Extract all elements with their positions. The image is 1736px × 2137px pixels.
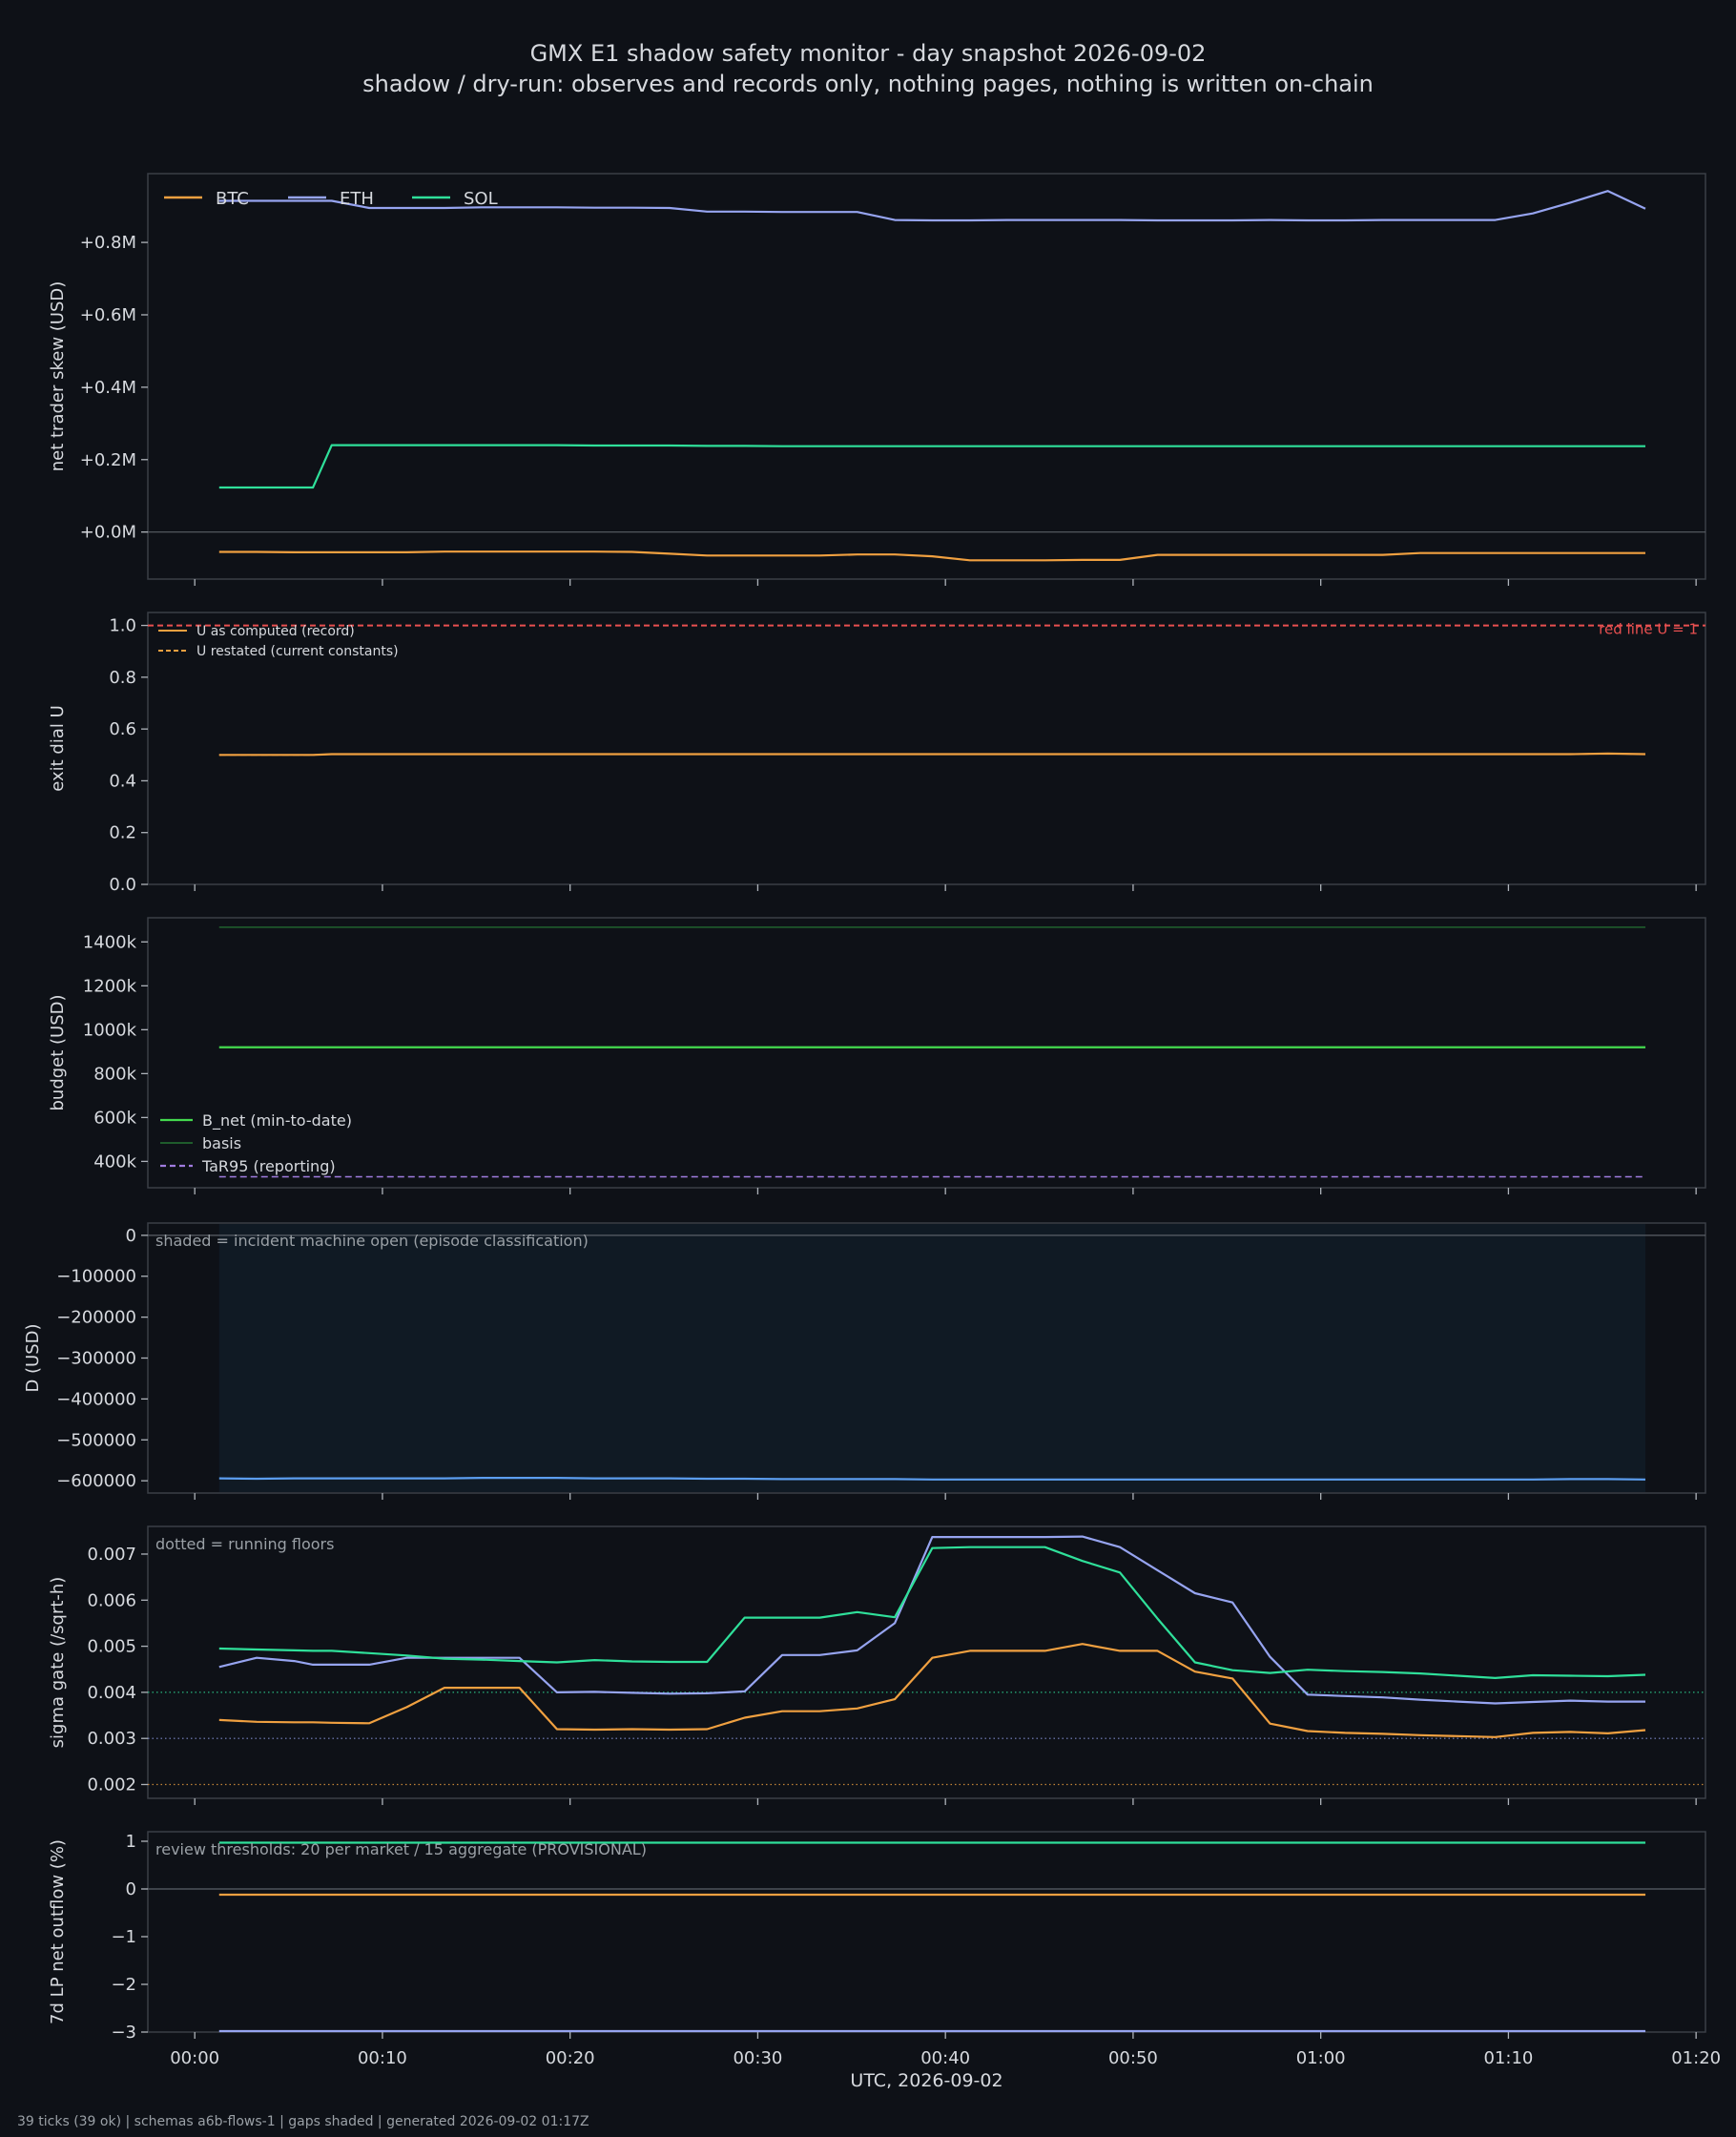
y-axis-label: exit dial U <box>48 705 68 792</box>
y-tick-label: +0.2M <box>80 450 136 470</box>
series-line-u-restated-current-constants- <box>218 753 1646 757</box>
legend-label: ETH <box>340 189 374 209</box>
series-line-btc <box>218 1643 1646 1738</box>
x-tick-label: 00:30 <box>733 2048 782 2068</box>
y-tick-label: 0.002 <box>87 1775 136 1795</box>
series-line-sol <box>218 1546 1646 1679</box>
y-tick-label: −200000 <box>56 1308 136 1328</box>
y-tick-label: 0 <box>126 1879 136 1899</box>
x-tick-label: 01:10 <box>1483 2048 1533 2068</box>
panel-annotation: dotted = running floors <box>155 1535 334 1553</box>
y-tick-label: 800k <box>93 1064 136 1084</box>
plot-frame <box>147 612 1706 885</box>
plot-frame <box>147 1831 1706 2033</box>
y-tick-label: −2 <box>111 1975 136 1995</box>
legend-label: TaR95 (reporting) <box>201 1157 336 1175</box>
series-line-d <box>218 1477 1646 1481</box>
y-tick-label: 1400k <box>83 932 137 952</box>
y-tick-label: 0.007 <box>87 1545 136 1565</box>
y-tick-label: −500000 <box>56 1430 136 1450</box>
figure-footer: 39 ticks (39 ok) | schemas a6b-flows-1 |… <box>17 2114 589 2129</box>
chart-panel-2: 0.0 0.2 0.4 0.6 0.8 1.0 exit dial U red line U … <box>48 612 1706 895</box>
series-line-eth <box>218 190 1646 222</box>
y-axis-label: sigma gate (/sqrt-h) <box>48 1577 68 1749</box>
plot-frame <box>147 917 1706 1189</box>
y-tick-label: 1 <box>126 1832 136 1852</box>
y-tick-label: 600k <box>93 1108 136 1128</box>
y-tick-label: 0.8 <box>109 668 136 688</box>
legend-label: U restated (current constants) <box>196 644 399 659</box>
y-tick-label: 0 <box>126 1226 136 1246</box>
y-tick-label: 1000k <box>83 1020 137 1040</box>
x-tick-label: 01:20 <box>1671 2048 1721 2068</box>
legend-label: SOL <box>464 189 498 209</box>
y-tick-label: +0.4M <box>80 378 136 398</box>
x-tick-label: 00:50 <box>1108 2048 1158 2068</box>
y-tick-label: 0.003 <box>87 1729 136 1749</box>
y-tick-label: −3 <box>111 2023 136 2043</box>
series-line-btc <box>218 550 1645 562</box>
y-tick-label: +0.6M <box>80 305 136 325</box>
y-tick-label: −600000 <box>56 1471 136 1491</box>
legend-label: U as computed (record) <box>196 624 355 639</box>
chart-panel-6: 1 0 −1 −2 −3 7d LP net outflow (%) 00:00 00:10 0… <box>48 1831 1721 2068</box>
x-tick-label: 00:40 <box>920 2048 970 2068</box>
figure-title: GMX E1 shadow safety monitor - day snaps… <box>529 40 1207 67</box>
x-tick-label: 00:10 <box>358 2048 407 2068</box>
x-axis-label: UTC, 2026-09-02 <box>850 2070 1002 2091</box>
y-tick-label: −100000 <box>56 1267 136 1287</box>
legend-label: B_net (min-to-date) <box>202 1111 352 1131</box>
chart-panel-3: 400k 600k 800k 1000k 1200k 1400k budget (USD) B… <box>48 917 1706 1194</box>
chart-panel-5: 0.002 0.003 0.004 0.005 0.006 0.007 sigma gate… <box>48 1525 1706 1805</box>
y-axis-label: D (USD) <box>23 1323 43 1392</box>
legend-label: BTC <box>216 189 249 209</box>
y-tick-label: 1200k <box>83 976 137 996</box>
panel-annotation: shaded = incident machine open (episode … <box>155 1232 589 1250</box>
y-tick-label: −1 <box>111 1927 136 1947</box>
y-tick-label: 0.005 <box>87 1637 136 1657</box>
y-tick-label: +0.0M <box>80 523 136 543</box>
annotation-red-line: red line U = 1 <box>1599 621 1698 638</box>
y-tick-label: 0.006 <box>87 1590 136 1610</box>
y-axis-label: budget (USD) <box>48 994 68 1110</box>
x-tick-label: 00:00 <box>170 2048 219 2068</box>
legend-label: basis <box>202 1134 241 1152</box>
figure-subtitle: shadow / dry-run: observes and records o… <box>362 71 1374 97</box>
series-line-sol <box>218 444 1645 489</box>
plot-frame <box>147 1525 1706 1799</box>
y-tick-label: +0.8M <box>80 233 136 253</box>
y-tick-label: −400000 <box>56 1389 136 1409</box>
y-axis-label: net trader skew (USD) <box>48 281 68 472</box>
x-tick-label: 00:20 <box>546 2048 595 2068</box>
incident-shaded-region <box>218 1224 1646 1492</box>
y-tick-label: 0.6 <box>109 719 136 739</box>
y-axis-label: 7d LP net outflow (%) <box>48 1839 68 2024</box>
x-tick-label: 01:00 <box>1296 2048 1346 2068</box>
chart-panel-1: +0.0M +0.2M +0.4M +0.6M +0.8M net trader skew… <box>48 173 1706 586</box>
y-tick-label: 1.0 <box>109 616 136 636</box>
plot-frame <box>147 173 1706 580</box>
y-tick-label: −300000 <box>56 1349 136 1369</box>
series-line-eth <box>218 1535 1645 1705</box>
y-tick-label: 0.4 <box>109 771 136 791</box>
y-tick-label: 0.004 <box>87 1683 136 1703</box>
chart-panel-4: 0 −100000 −200000 −300000 −400000 −500000 −600… <box>23 1222 1706 1500</box>
y-tick-label: 0.2 <box>109 823 136 843</box>
y-tick-label: 400k <box>93 1151 136 1172</box>
panel-annotation: review thresholds: 20 per market / 15 ag… <box>155 1840 647 1858</box>
y-tick-label: 0.0 <box>109 875 136 895</box>
